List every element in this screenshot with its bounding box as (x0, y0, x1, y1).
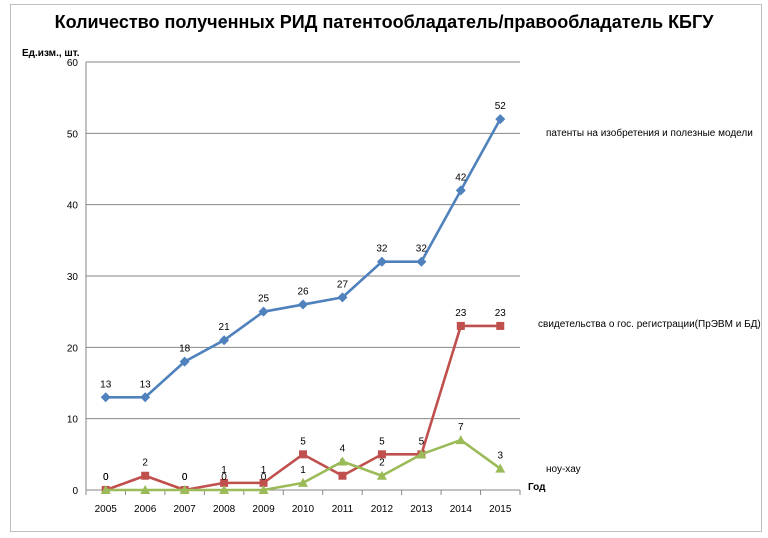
data-point-square (377, 450, 386, 459)
data-point-triangle (140, 485, 151, 494)
data-label: 21 (219, 322, 231, 333)
y-axis-label: Ед.изм., шт. (22, 48, 80, 59)
data-point-diamond (179, 356, 190, 367)
y-tick-label: 10 (67, 415, 79, 426)
data-point-diamond (100, 392, 111, 403)
data-label: 2 (379, 458, 385, 469)
data-label: 5 (379, 436, 385, 447)
data-point-triangle (416, 449, 427, 459)
data-label: 26 (297, 287, 309, 298)
data-point-triangle (376, 470, 387, 480)
data-point-square (456, 321, 465, 330)
series-label: свидетельства о гос. регистрации(ПрЭВМ и… (538, 319, 761, 330)
data-label: 32 (416, 244, 428, 255)
data-point-diamond (258, 306, 269, 317)
x-tick-label: 2014 (450, 504, 473, 515)
y-tick-label: 30 (67, 272, 79, 283)
data-label: 1 (300, 465, 306, 476)
data-label: 23 (455, 308, 467, 319)
data-label: 4 (340, 443, 346, 454)
data-point-triangle (100, 485, 111, 494)
data-label: 25 (258, 294, 270, 305)
data-point-diamond (298, 299, 308, 310)
data-point-diamond (376, 256, 387, 267)
data-label: 3 (497, 451, 503, 462)
x-tick-label: 2005 (95, 504, 118, 515)
data-label: 23 (495, 308, 507, 319)
data-label: 2 (142, 458, 148, 469)
data-point-square (496, 321, 505, 330)
chart-frame (10, 4, 762, 532)
y-tick-label: 50 (67, 129, 79, 140)
data-label: 13 (140, 379, 152, 390)
x-tick-label: 2008 (213, 504, 236, 515)
x-tick-label: 2012 (371, 504, 394, 515)
x-tick-label: 2009 (252, 504, 275, 515)
data-label: 52 (495, 101, 507, 112)
series-label: патенты на изобретения и полезные модели (546, 127, 753, 139)
data-point-square (220, 478, 229, 487)
chart-title: Количество полученных РИД патентообладат… (54, 12, 714, 32)
data-label: 27 (337, 279, 349, 290)
y-tick-label: 60 (67, 58, 79, 69)
data-point-square (338, 471, 347, 480)
data-point-triangle (495, 463, 506, 473)
data-point-diamond (416, 256, 427, 267)
data-label: 13 (100, 379, 112, 390)
data-label: 5 (300, 436, 306, 447)
series-line (105, 118, 502, 399)
x-tick-label: 2006 (134, 504, 157, 515)
data-point-diamond (337, 292, 348, 303)
x-tick-label: 2015 (489, 504, 512, 515)
y-tick-label: 20 (67, 343, 79, 354)
y-tick-label: 0 (72, 486, 78, 497)
data-point-diamond (140, 392, 151, 403)
data-point-triangle (298, 477, 308, 487)
data-point-square (259, 478, 268, 487)
y-tick-label: 40 (67, 201, 79, 212)
data-label: 18 (179, 344, 191, 355)
x-tick-label: 2011 (332, 504, 354, 515)
data-point-square (141, 471, 150, 480)
data-label: 42 (455, 172, 467, 183)
data-label: 1 (221, 465, 227, 476)
data-label: 0 (103, 472, 109, 483)
data-point-diamond (455, 185, 466, 196)
data-label: 0 (182, 472, 188, 483)
data-label: 5 (419, 436, 425, 447)
data-label: 0 (182, 472, 188, 483)
data-label: 7 (458, 422, 464, 433)
x-tick-label: 2007 (174, 504, 197, 515)
data-point-triangle (258, 485, 269, 494)
data-point-triangle (179, 485, 190, 494)
data-label: 0 (103, 472, 109, 483)
data-label: 32 (376, 244, 388, 255)
data-point-square (299, 450, 307, 459)
data-point-triangle (337, 456, 348, 466)
data-label: 1 (261, 465, 267, 476)
x-axis-label: Год (528, 482, 546, 493)
x-tick-label: 2013 (410, 504, 433, 515)
data-point-diamond (219, 335, 230, 346)
data-label: 0 (261, 472, 267, 483)
data-point-triangle (455, 435, 466, 445)
data-point-diamond (495, 114, 506, 125)
data-point-triangle (219, 485, 230, 494)
data-label: 0 (221, 472, 227, 483)
x-tick-label: 2010 (292, 504, 315, 515)
series-label: ноу-хау (546, 464, 581, 475)
